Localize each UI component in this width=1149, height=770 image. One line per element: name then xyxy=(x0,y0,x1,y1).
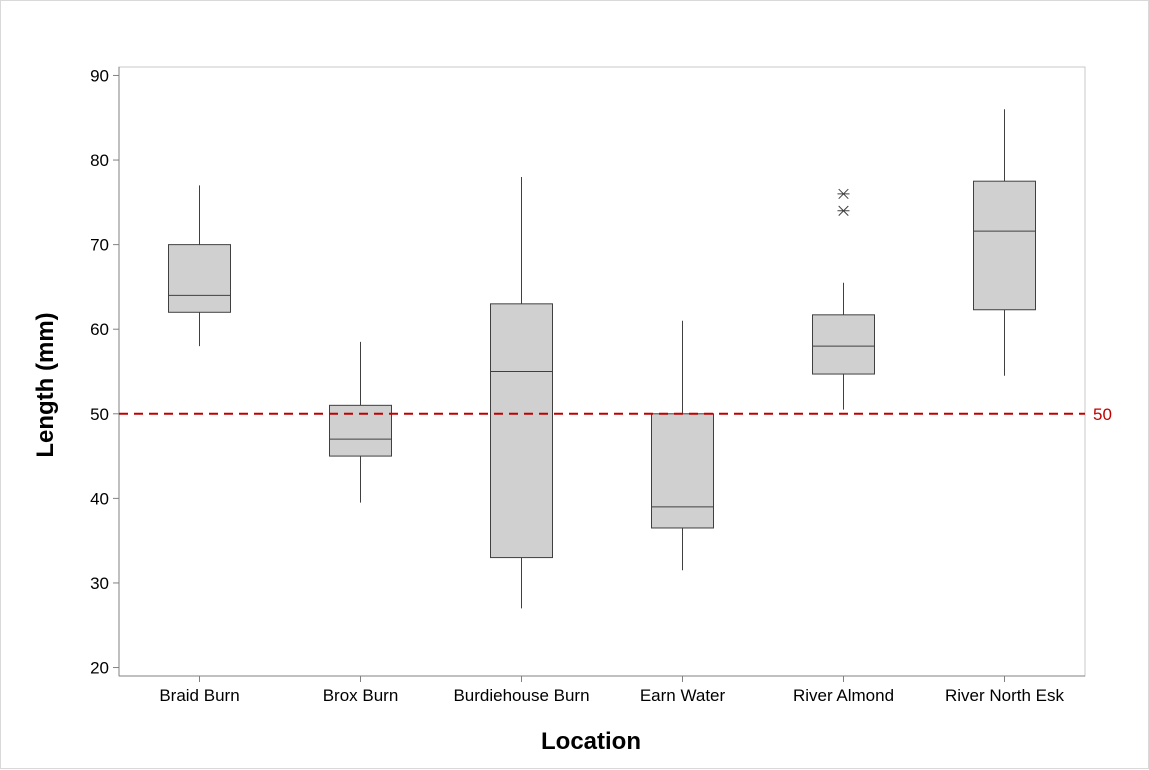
x-tick-label: Braid Burn xyxy=(159,686,239,705)
box-iqr xyxy=(490,303,553,559)
x-tick-label: River North Esk xyxy=(945,686,1065,705)
y-tick-label: 50 xyxy=(90,405,109,424)
box-iqr xyxy=(973,180,1036,311)
y-tick-label: 30 xyxy=(90,574,109,593)
x-tick-label: Brox Burn xyxy=(323,686,399,705)
y-tick-label: 70 xyxy=(90,236,109,255)
y-axis-title: Length (mm) xyxy=(32,312,59,457)
plot-area-group: 20 30 40 50 60 70 80 90 Braid Burn Brox Burn Burdi… xyxy=(90,66,1112,705)
outlier-marker xyxy=(837,205,850,216)
box-iqr xyxy=(651,413,714,529)
reference-line-label: 50 xyxy=(1093,405,1112,424)
y-tick-label: 20 xyxy=(90,659,109,678)
y-tick-label: 60 xyxy=(90,320,109,339)
y-tick-label: 40 xyxy=(90,489,109,508)
plot-area-border xyxy=(118,66,1086,677)
box-iqr xyxy=(812,314,875,375)
outlier-marker xyxy=(837,188,850,200)
x-tick-label: River Almond xyxy=(793,686,894,705)
y-tick-label: 80 xyxy=(90,151,109,170)
x-axis-title: Location xyxy=(541,728,641,755)
box-iqr xyxy=(168,244,231,313)
x-tick-label: Burdiehouse Burn xyxy=(453,686,589,705)
x-tick-label: Earn Water xyxy=(640,686,726,705)
y-tick-label: 90 xyxy=(90,66,109,85)
